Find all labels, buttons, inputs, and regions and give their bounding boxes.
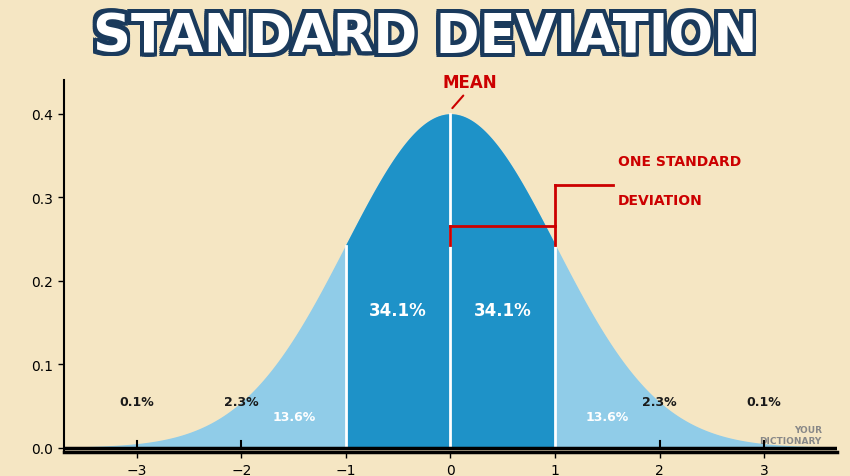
Text: STANDARD DEVIATION: STANDARD DEVIATION [93,13,757,65]
Text: STANDARD DEVIATION: STANDARD DEVIATION [89,9,754,60]
Text: STANDARD DEVIATION: STANDARD DEVIATION [94,15,759,67]
Text: STANDARD DEVIATION: STANDARD DEVIATION [91,15,756,67]
Text: 0.1%: 0.1% [120,395,155,408]
Text: STANDARD DEVIATION: STANDARD DEVIATION [89,7,754,59]
Text: STANDARD DEVIATION: STANDARD DEVIATION [91,13,756,65]
Text: YOUR
DICTIONARY: YOUR DICTIONARY [760,426,822,445]
Text: STANDARD DEVIATION: STANDARD DEVIATION [93,15,757,67]
Text: STANDARD DEVIATION: STANDARD DEVIATION [89,11,754,63]
Text: STANDARD DEVIATION: STANDARD DEVIATION [93,11,757,63]
Text: STANDARD DEVIATION: STANDARD DEVIATION [91,11,756,63]
Text: STANDARD DEVIATION: STANDARD DEVIATION [96,15,761,67]
Text: STANDARD DEVIATION: STANDARD DEVIATION [94,7,759,59]
Text: STANDARD DEVIATION: STANDARD DEVIATION [91,7,756,59]
Text: STANDARD DEVIATION: STANDARD DEVIATION [91,9,756,60]
Text: 34.1%: 34.1% [474,301,531,319]
Text: STANDARD DEVIATION: STANDARD DEVIATION [94,9,759,60]
Text: STANDARD DEVIATION: STANDARD DEVIATION [96,9,761,60]
Text: 13.6%: 13.6% [586,410,629,423]
Text: STANDARD DEVIATION: STANDARD DEVIATION [96,7,761,59]
Text: 34.1%: 34.1% [370,301,427,319]
Text: STANDARD DEVIATION: STANDARD DEVIATION [93,9,757,60]
Text: DEVIATION: DEVIATION [618,194,702,208]
Text: STANDARD DEVIATION: STANDARD DEVIATION [96,13,761,65]
Text: STANDARD DEVIATION: STANDARD DEVIATION [89,15,754,67]
Text: ONE STANDARD: ONE STANDARD [618,155,741,169]
Text: STANDARD DEVIATION: STANDARD DEVIATION [94,11,759,63]
Text: 2.3%: 2.3% [224,395,258,408]
Text: 13.6%: 13.6% [272,410,315,423]
Text: 0.1%: 0.1% [746,395,781,408]
Text: STANDARD DEVIATION: STANDARD DEVIATION [89,13,754,65]
Text: STANDARD DEVIATION: STANDARD DEVIATION [96,11,761,63]
Text: MEAN: MEAN [442,74,496,92]
Text: STANDARD DEVIATION: STANDARD DEVIATION [93,7,757,59]
Text: 2.3%: 2.3% [643,395,677,408]
Text: STANDARD DEVIATION: STANDARD DEVIATION [94,13,759,65]
